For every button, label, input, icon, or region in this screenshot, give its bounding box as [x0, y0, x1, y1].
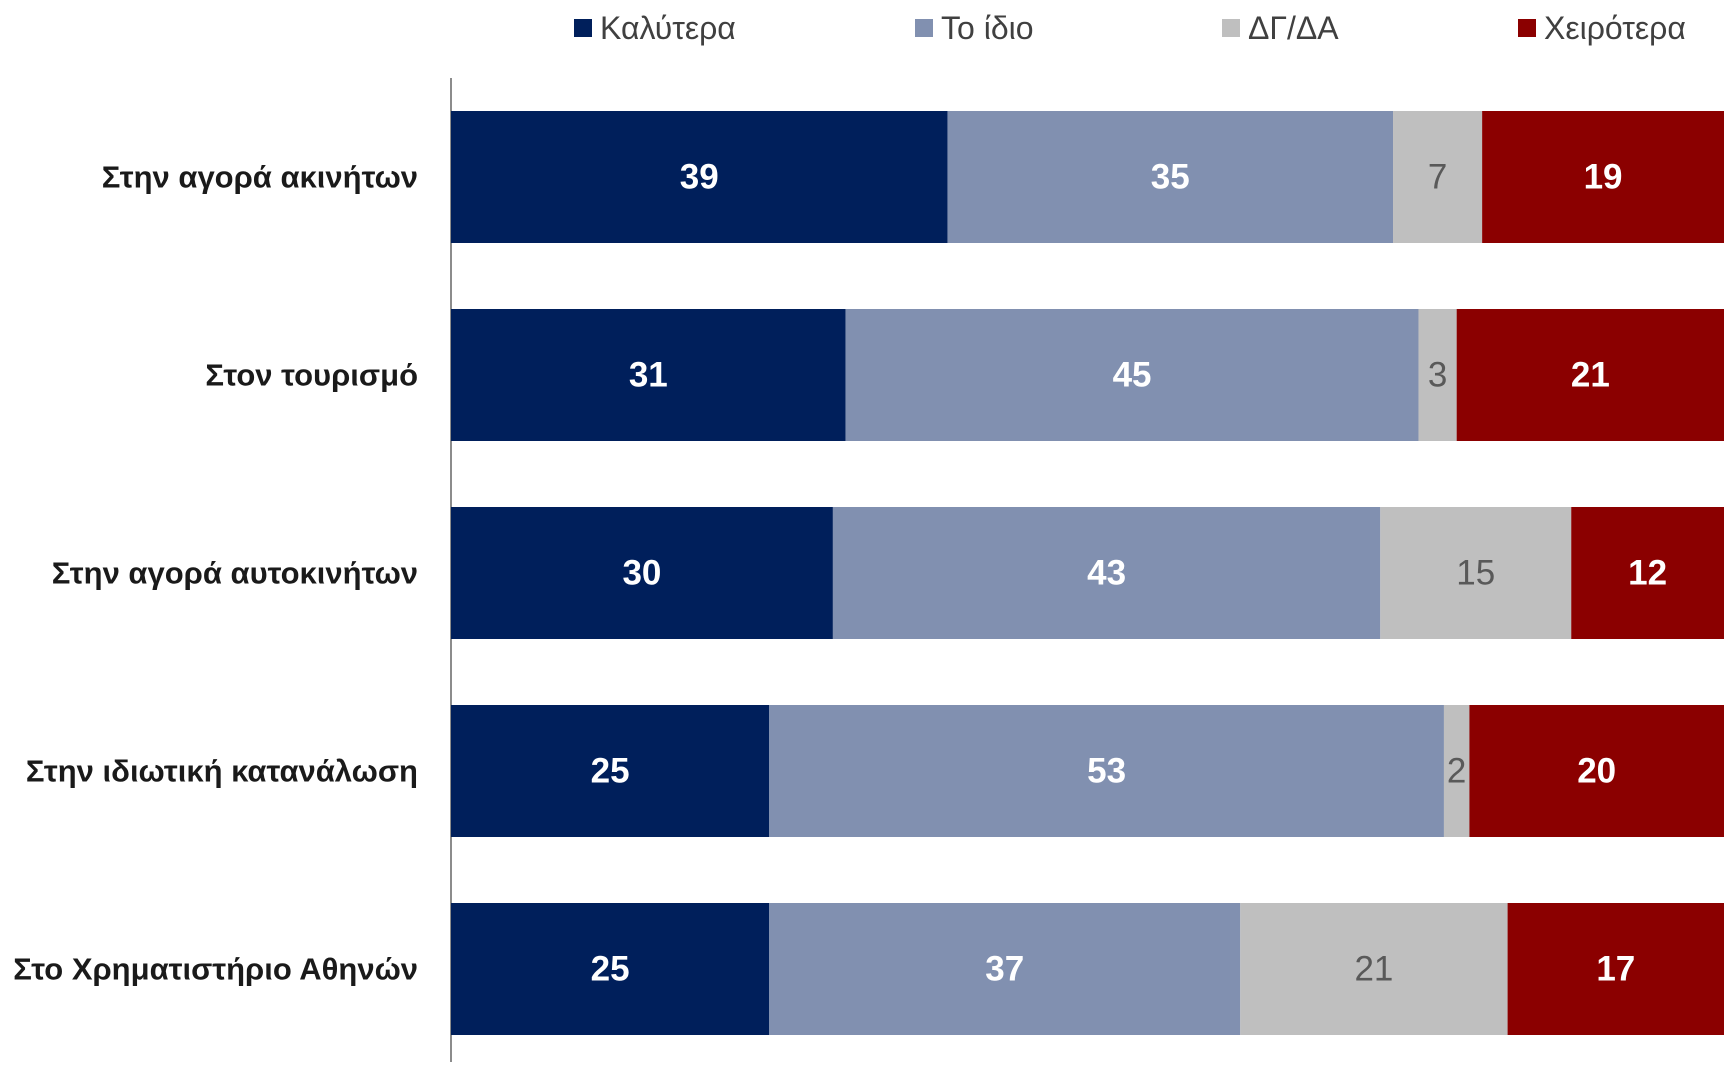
data-label-1-0: 31 — [629, 356, 668, 395]
data-label-2-0: 30 — [622, 554, 661, 593]
bar-4-3 — [1507, 903, 1724, 1035]
bar-3-3 — [1469, 705, 1724, 837]
bar-4-2 — [1240, 903, 1508, 1035]
bar-0-0 — [451, 111, 948, 243]
bar-0-2 — [1393, 111, 1483, 243]
data-label-1-2: 3 — [1428, 356, 1447, 395]
data-label-0-0: 39 — [680, 158, 719, 197]
bar-3-2 — [1443, 705, 1470, 837]
legend-label-2: ΔΓ/ΔΑ — [1248, 10, 1339, 46]
data-label-2-2: 15 — [1456, 554, 1495, 593]
category-label-3: Στην ιδιωτική κατανάλωση — [26, 754, 418, 789]
data-label-3-0: 25 — [591, 752, 630, 791]
bar-3-1 — [769, 705, 1444, 837]
bar-1-0 — [451, 309, 846, 441]
legend-swatch-2 — [1222, 19, 1240, 37]
bar-2-2 — [1380, 507, 1572, 639]
legend-label-0: Καλύτερα — [600, 10, 736, 46]
data-label-4-1: 37 — [985, 950, 1024, 989]
bar-1-3 — [1456, 309, 1724, 441]
bar-3-0 — [451, 705, 770, 837]
legend: Καλύτερα Το ίδιο ΔΓ/ΔΑ Χειρότερα — [574, 10, 1686, 46]
data-label-2-3: 12 — [1628, 554, 1667, 593]
bar-1-2 — [1418, 309, 1457, 441]
bar-4-1 — [769, 903, 1241, 1035]
bar-2-1 — [832, 507, 1381, 639]
legend-swatch-3 — [1518, 19, 1536, 37]
data-label-0-1: 35 — [1151, 158, 1190, 197]
category-label-0: Στην αγορά ακινήτων — [102, 160, 418, 195]
data-label-3-3: 20 — [1577, 752, 1616, 791]
data-label-3-1: 53 — [1087, 752, 1126, 791]
bar-4-0 — [451, 903, 770, 1035]
legend-swatch-0 — [574, 19, 592, 37]
category-label-1: Στον τουρισμό — [205, 358, 418, 393]
data-label-1-3: 21 — [1571, 356, 1610, 395]
bars: 39 35 7 19 31 45 3 21 30 43 15 12 25 53 2 20 25 37 21 17 — [451, 111, 1724, 1035]
category-labels: Στην αγορά ακινήτων Στον τουρισμό Στην αγο… — [13, 160, 418, 987]
data-label-4-0: 25 — [591, 950, 630, 989]
legend-label-3: Χειρότερα — [1544, 10, 1686, 46]
category-label-4: Στο Χρηματιστήριο Αθηνών — [13, 952, 418, 987]
data-label-0-3: 19 — [1584, 158, 1623, 197]
data-label-1-1: 45 — [1113, 356, 1152, 395]
legend-swatch-1 — [915, 19, 933, 37]
data-label-4-3: 17 — [1596, 950, 1635, 989]
category-label-2: Στην αγορά αυτοκινήτων — [52, 556, 418, 591]
bar-0-3 — [1482, 111, 1724, 243]
data-label-4-2: 21 — [1354, 950, 1393, 989]
bar-1-1 — [845, 309, 1419, 441]
bar-0-1 — [947, 111, 1394, 243]
data-label-3-2: 2 — [1447, 752, 1466, 791]
bar-2-3 — [1571, 507, 1724, 639]
data-label-2-1: 43 — [1087, 554, 1126, 593]
legend-label-1: Το ίδιο — [941, 10, 1034, 46]
bar-2-0 — [451, 507, 833, 639]
data-label-0-2: 7 — [1428, 158, 1447, 197]
